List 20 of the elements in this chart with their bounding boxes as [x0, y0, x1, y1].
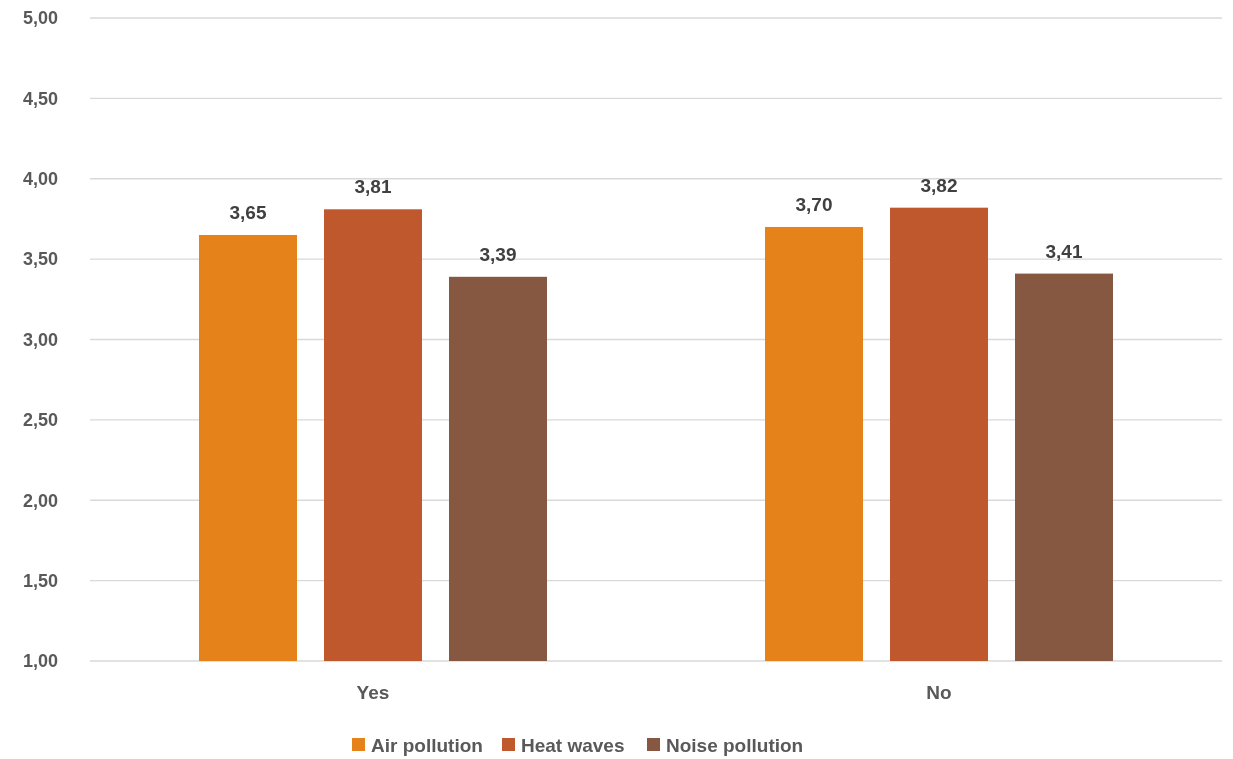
data-label: 3,81 [354, 176, 392, 198]
y-tick-label: 5,00 [22, 8, 58, 29]
legend-label: Air pollution [371, 734, 483, 756]
data-label: 3,41 [1045, 240, 1083, 262]
y-tick-label: 4,50 [22, 88, 58, 109]
y-tick-label: 1,00 [22, 651, 58, 672]
x-tick-label: Yes [356, 682, 390, 703]
legend-label: Heat waves [521, 734, 625, 756]
data-label: 3,70 [795, 193, 833, 215]
y-tick-label: 2,50 [22, 410, 58, 431]
y-tick-label: 2,00 [22, 490, 58, 511]
legend-label: Noise pollution [666, 734, 804, 756]
data-label: 3,39 [479, 243, 517, 265]
data-label: 3,82 [920, 174, 958, 196]
y-tick-label: 3,50 [22, 249, 58, 270]
y-tick-label: 3,00 [22, 329, 58, 350]
y-tick-label: 4,00 [22, 169, 58, 190]
data-label: 3,65 [229, 202, 267, 224]
x-tick-label: No [926, 682, 952, 703]
y-tick-label: 1,50 [22, 570, 58, 591]
